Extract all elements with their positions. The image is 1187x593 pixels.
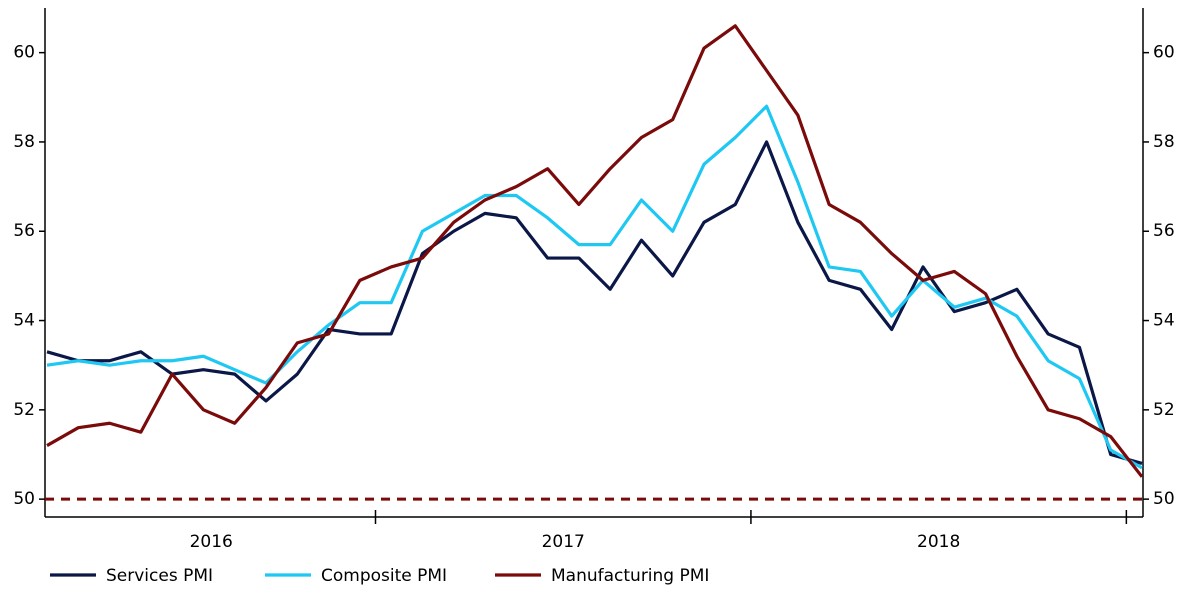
y2-tick-label: 58 [1153, 132, 1175, 152]
x-tick-label: 2016 [190, 532, 233, 552]
y-tick-label: 56 [13, 221, 35, 241]
legend-label: Composite PMI [321, 566, 447, 586]
y-tick-label: 50 [13, 489, 35, 509]
x-tick-label: 2017 [542, 532, 585, 552]
y2-tick-label: 52 [1153, 400, 1175, 420]
y2-tick-label: 60 [1153, 43, 1175, 63]
y2-tick-label: 56 [1153, 221, 1175, 241]
legend-label: Manufacturing PMI [551, 566, 709, 586]
y-tick-label: 58 [13, 132, 35, 152]
x-tick-label: 2018 [917, 532, 960, 552]
series-line [46, 24, 1144, 478]
series-line [46, 140, 1143, 465]
y-tick-label: 60 [13, 43, 35, 63]
y2-tick-label: 50 [1153, 489, 1175, 509]
y2-tick-label: 54 [1153, 311, 1175, 331]
y-tick-label: 52 [13, 400, 35, 420]
series-line [46, 104, 1143, 470]
legend-label: Services PMI [106, 566, 213, 586]
y-tick-label: 54 [13, 311, 35, 331]
